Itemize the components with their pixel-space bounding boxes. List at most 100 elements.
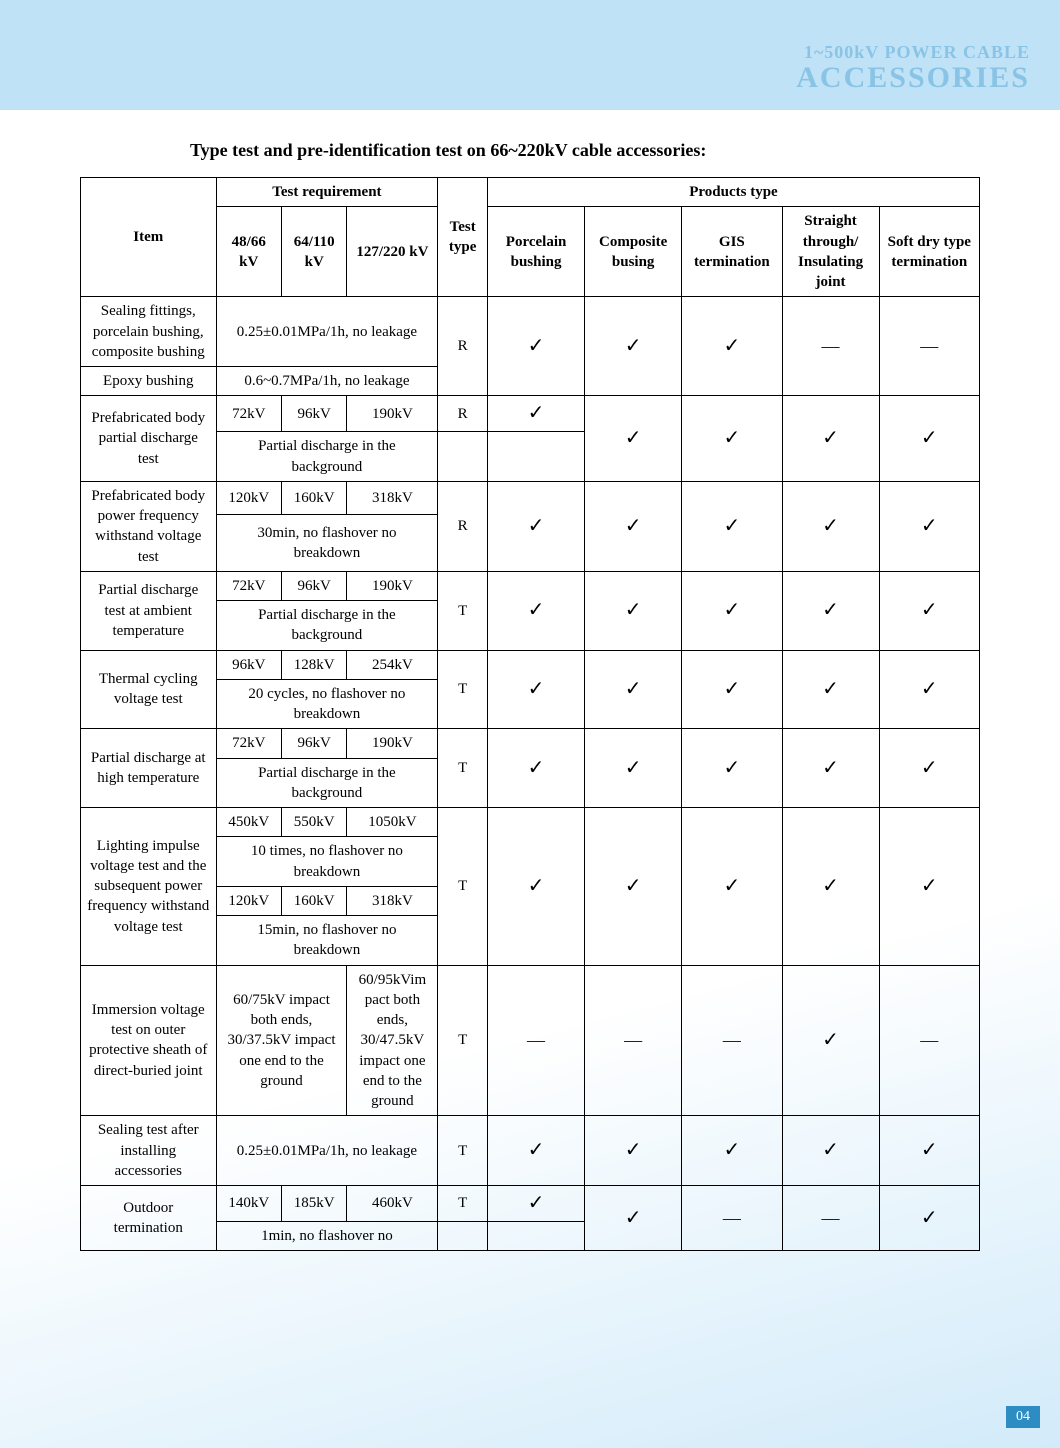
r8-c4: — bbox=[879, 965, 979, 1116]
r7-c4: ✓ bbox=[879, 808, 979, 966]
r9-c2: ✓ bbox=[682, 1116, 782, 1186]
r9-c4: ✓ bbox=[879, 1116, 979, 1186]
r1-c4: — bbox=[879, 297, 979, 396]
r6-c4: ✓ bbox=[879, 729, 979, 808]
header-subtitle: 1~500kV POWER CABLE bbox=[796, 42, 1030, 63]
r7-item: Lighting impulse voltage test and the su… bbox=[81, 808, 217, 966]
r5-item: Thermal cycling voltage test bbox=[81, 650, 217, 729]
r6-v0: 72kV bbox=[216, 729, 281, 758]
r6-c3: ✓ bbox=[782, 729, 879, 808]
r6-item: Partial discharge at high temperature bbox=[81, 729, 217, 808]
r7-vb1: 160kV bbox=[281, 886, 346, 915]
r3-c1: ✓ bbox=[585, 481, 682, 571]
r8-tt: T bbox=[438, 965, 488, 1116]
r10-v2: 460kV bbox=[347, 1186, 438, 1222]
r2-tt1: R bbox=[438, 396, 488, 432]
spec-table: Item Test requirement Test type Products… bbox=[80, 177, 980, 1251]
r1-tt: R bbox=[438, 297, 488, 396]
r3-c0: ✓ bbox=[488, 481, 585, 571]
page-number: 04 bbox=[1006, 1406, 1040, 1428]
r8-c3: ✓ bbox=[782, 965, 879, 1116]
r1-req: 0.25±0.01MPa/1h, no leakage bbox=[216, 297, 438, 367]
r2-c2: ✓ bbox=[682, 396, 782, 482]
r6-v1: 96kV bbox=[281, 729, 346, 758]
r6-c1: ✓ bbox=[585, 729, 682, 808]
r7-c2: ✓ bbox=[682, 808, 782, 966]
hdr-p2: Composite busing bbox=[585, 207, 682, 297]
r6-c2: ✓ bbox=[682, 729, 782, 808]
r4-c4: ✓ bbox=[879, 571, 979, 650]
hdr-kv2: 64/110 kV bbox=[281, 207, 346, 297]
r5-v1: 128kV bbox=[281, 650, 346, 679]
r4-c1: ✓ bbox=[585, 571, 682, 650]
r2-note: Partial discharge in the background bbox=[216, 432, 438, 482]
r4-v0: 72kV bbox=[216, 571, 281, 600]
r6-tt: T bbox=[438, 729, 488, 808]
r9-req: 0.25±0.01MPa/1h, no leakage bbox=[216, 1116, 438, 1186]
r7-tt: T bbox=[438, 808, 488, 966]
r1-c1: ✓ bbox=[585, 297, 682, 396]
r10-c0b bbox=[488, 1222, 585, 1251]
r2-c1: ✓ bbox=[585, 396, 682, 482]
r5-c2: ✓ bbox=[682, 650, 782, 729]
r7-vb2: 318kV bbox=[347, 886, 438, 915]
r8-c1: — bbox=[585, 965, 682, 1116]
r4-c2: ✓ bbox=[682, 571, 782, 650]
r3-note: 30min, no flashover no breakdown bbox=[216, 515, 438, 572]
r3-v1: 160kV bbox=[281, 481, 346, 514]
hdr-p3: GIS termination bbox=[682, 207, 782, 297]
r9-tt: T bbox=[438, 1116, 488, 1186]
r8-c2: — bbox=[682, 965, 782, 1116]
r2-tt2 bbox=[438, 432, 488, 482]
r4-v1: 96kV bbox=[281, 571, 346, 600]
r3-c2: ✓ bbox=[682, 481, 782, 571]
r4-c0: ✓ bbox=[488, 571, 585, 650]
header-title: ACCESSORIES bbox=[796, 63, 1030, 93]
hdr-item: Item bbox=[81, 178, 217, 297]
r3-item: Prefabricated body power frequency withs… bbox=[81, 481, 217, 571]
r10-item: Outdoor termination bbox=[81, 1186, 217, 1251]
r10-c3: — bbox=[782, 1186, 879, 1251]
r10-c0a: ✓ bbox=[488, 1186, 585, 1222]
r4-item: Partial discharge test at ambient temper… bbox=[81, 571, 217, 650]
r6-v2: 190kV bbox=[347, 729, 438, 758]
header-band: 1~500kV POWER CABLE ACCESSORIES bbox=[0, 0, 1060, 110]
r8-reqb: 60/95kVim pact both ends, 30/47.5kV impa… bbox=[347, 965, 438, 1116]
r9-c1: ✓ bbox=[585, 1116, 682, 1186]
r3-v0: 120kV bbox=[216, 481, 281, 514]
r1-c0: ✓ bbox=[488, 297, 585, 396]
r10-tt: T bbox=[438, 1186, 488, 1222]
r1b-req: 0.6~0.7MPa/1h, no leakage bbox=[216, 367, 438, 396]
r7-c0: ✓ bbox=[488, 808, 585, 966]
r7-va1: 550kV bbox=[281, 808, 346, 837]
r4-tt: T bbox=[438, 571, 488, 650]
r9-c3: ✓ bbox=[782, 1116, 879, 1186]
r10-c2: — bbox=[682, 1186, 782, 1251]
r2-c4: ✓ bbox=[879, 396, 979, 482]
r3-tt: R bbox=[438, 481, 488, 571]
page-title: Type test and pre-identification test on… bbox=[190, 140, 1060, 161]
r2-v2: 190kV bbox=[347, 396, 438, 432]
r7-c3: ✓ bbox=[782, 808, 879, 966]
r2-c0b bbox=[488, 432, 585, 482]
hdr-p4: Straight through/ Insulating joint bbox=[782, 207, 879, 297]
r2-item: Prefabricated body partial discharge tes… bbox=[81, 396, 217, 482]
r2-c3: ✓ bbox=[782, 396, 879, 482]
r10-v0: 140kV bbox=[216, 1186, 281, 1222]
r8-c0: — bbox=[488, 965, 585, 1116]
r2-v1: 96kV bbox=[281, 396, 346, 432]
hdr-p1: Porcelain bushing bbox=[488, 207, 585, 297]
hdr-test-req: Test requirement bbox=[216, 178, 438, 207]
r4-note: Partial discharge in the background bbox=[216, 601, 438, 651]
r5-c3: ✓ bbox=[782, 650, 879, 729]
r5-c4: ✓ bbox=[879, 650, 979, 729]
hdr-prod-type: Products type bbox=[488, 178, 980, 207]
r10-note: 1min, no flashover no bbox=[216, 1222, 438, 1251]
r3-c4: ✓ bbox=[879, 481, 979, 571]
hdr-kv1: 48/66 kV bbox=[216, 207, 281, 297]
r10-v1: 185kV bbox=[281, 1186, 346, 1222]
r7-va0: 450kV bbox=[216, 808, 281, 837]
r10-c1: ✓ bbox=[585, 1186, 682, 1251]
r4-c3: ✓ bbox=[782, 571, 879, 650]
r5-c0: ✓ bbox=[488, 650, 585, 729]
